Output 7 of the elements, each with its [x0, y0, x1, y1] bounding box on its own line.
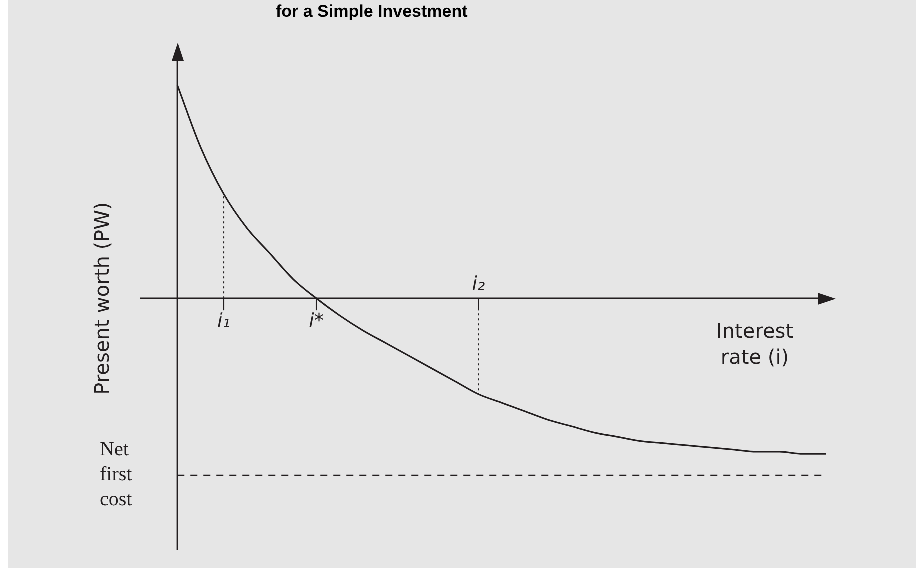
chart-title: for a Simple Investment — [276, 2, 468, 22]
x-tick-label: i* — [309, 310, 324, 332]
y-axis-title: Present worth (PW) — [90, 202, 114, 395]
x-tick-label: i₁ — [217, 310, 230, 332]
ref-line-label: Net first cost — [100, 438, 133, 511]
x-axis-title: Interest rate (i) — [716, 318, 794, 369]
x-tick-label: i₂ — [472, 273, 486, 296]
